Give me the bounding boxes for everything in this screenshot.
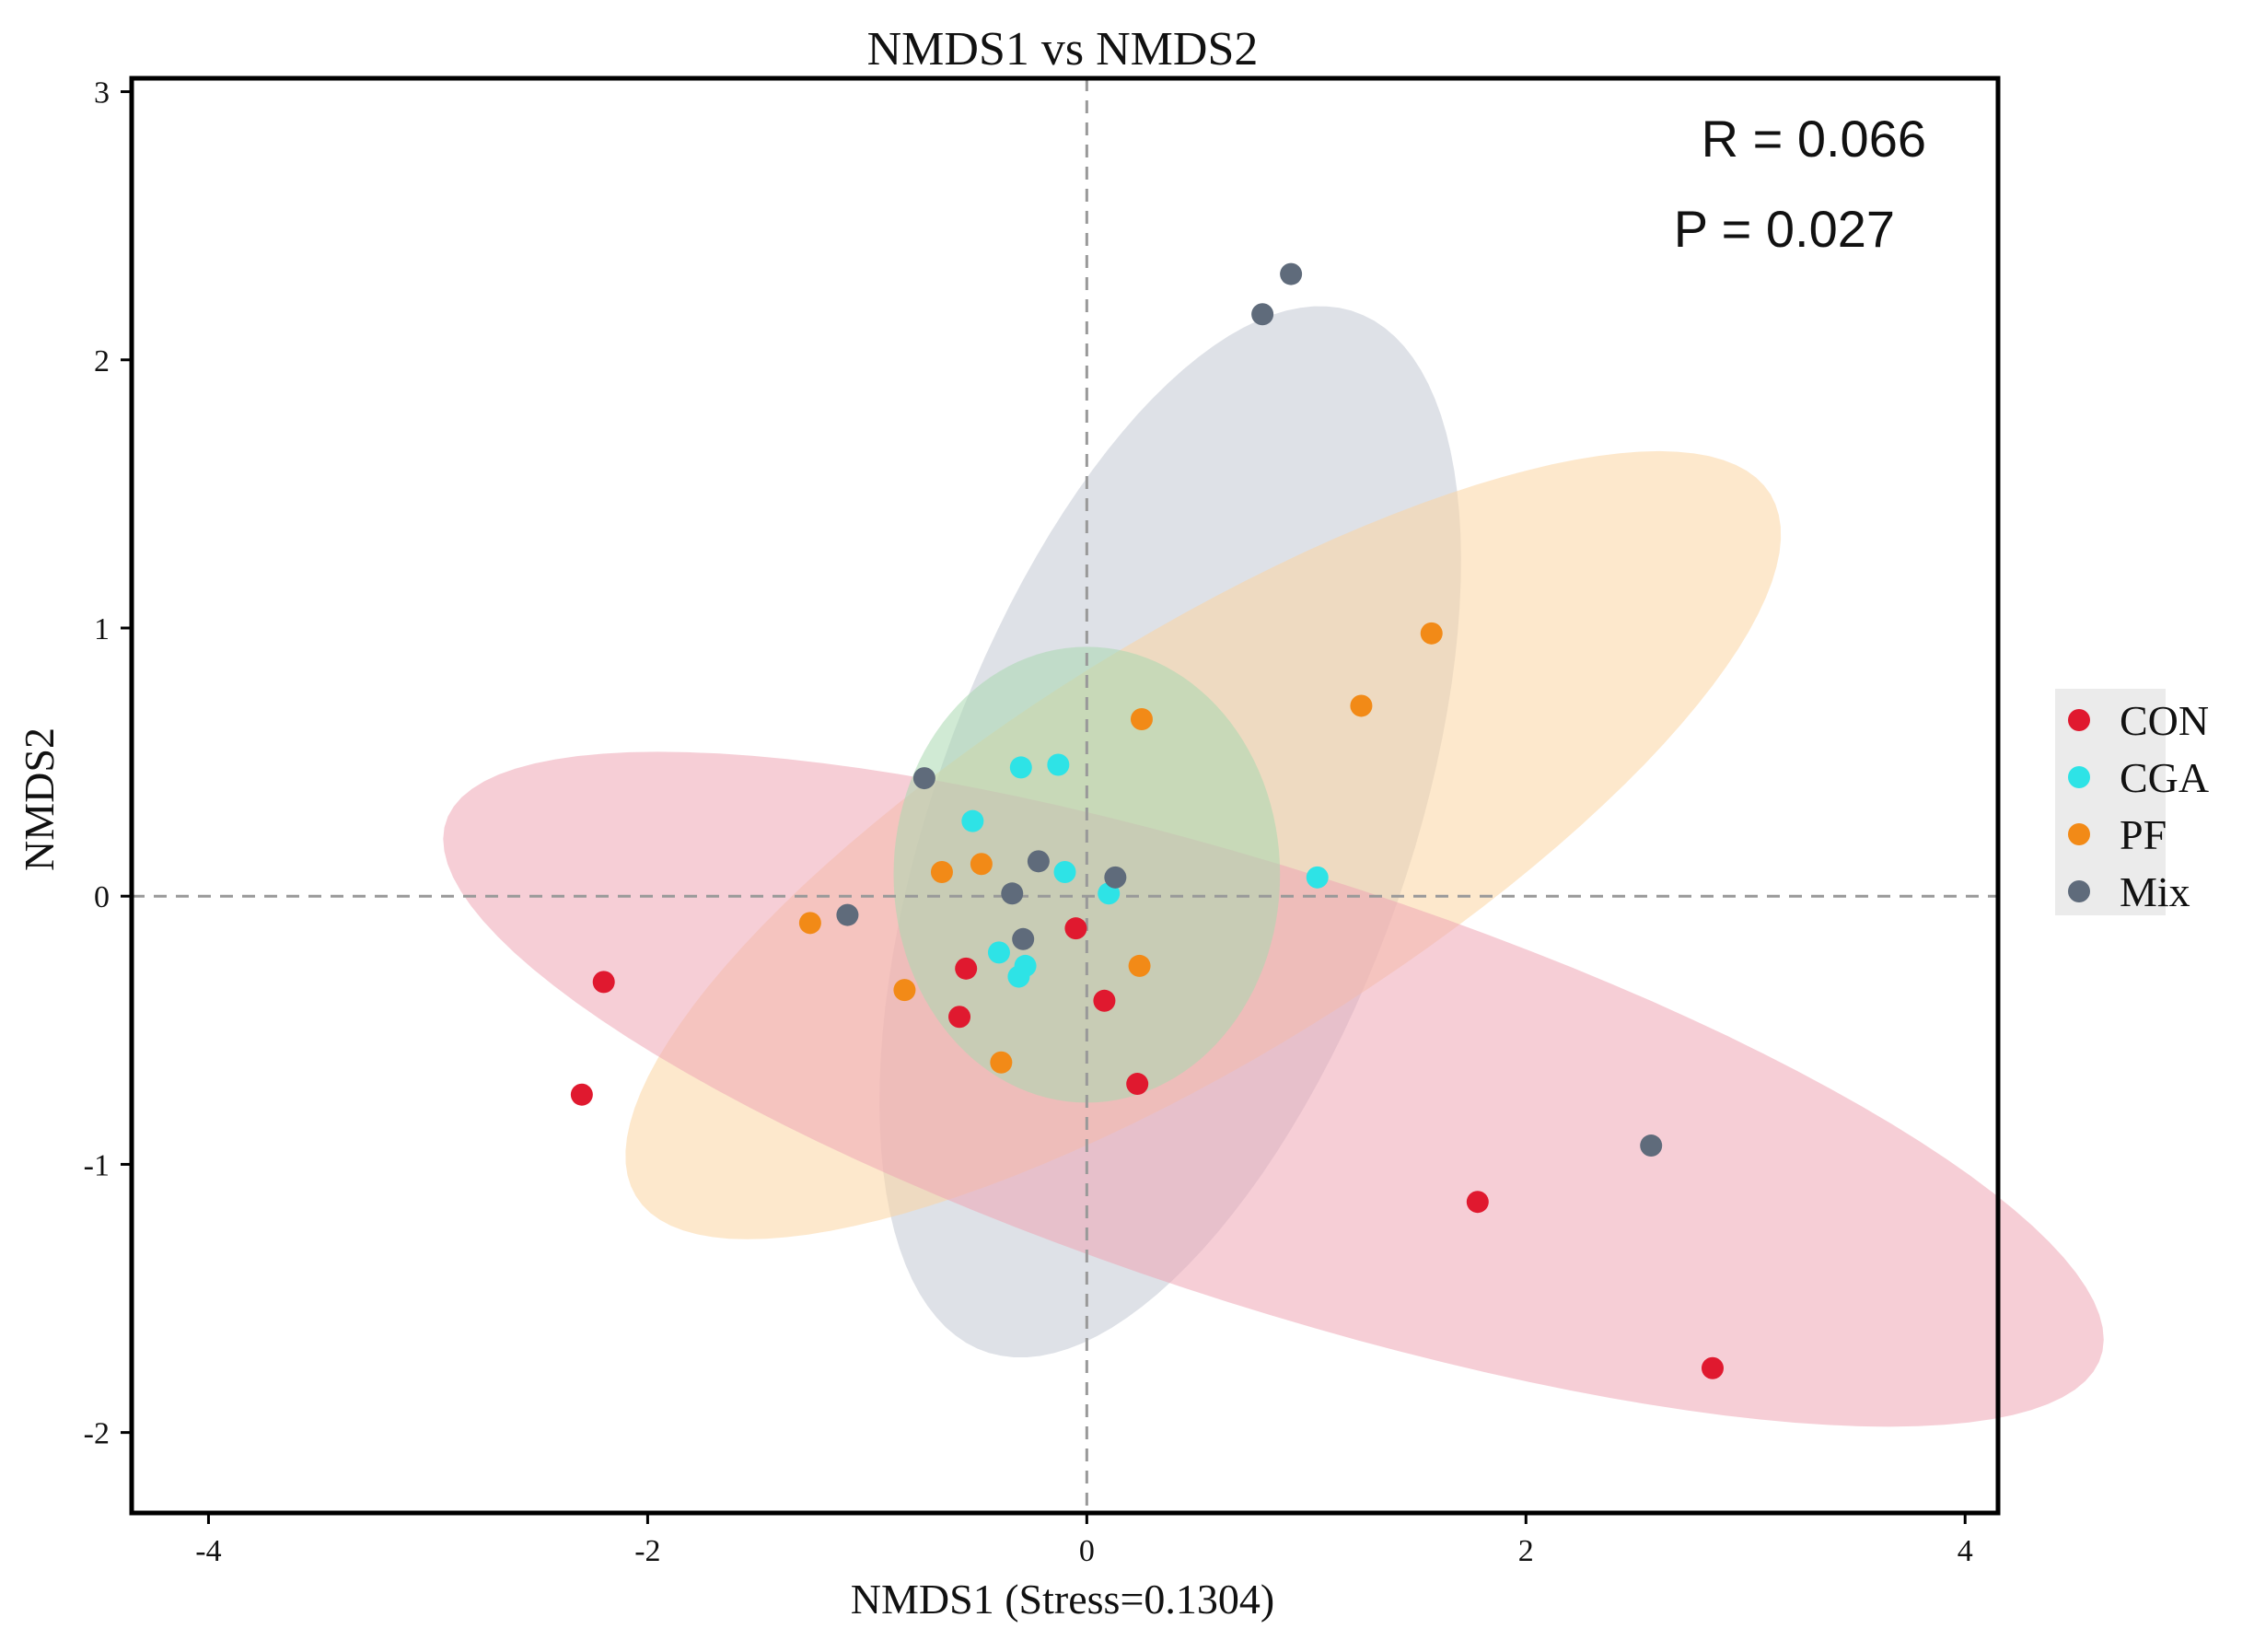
x-tick-label: -2 [634, 1534, 660, 1568]
x-axis-ticks: -4 -2 0 2 4 [195, 1513, 1973, 1568]
point-pf [1420, 622, 1443, 645]
point-con [1126, 1073, 1149, 1096]
legend-label-con: CON [2120, 697, 2209, 744]
point-con [1701, 1356, 1724, 1379]
chart-title: NMDS1 vs NMDS2 [867, 23, 1259, 76]
point-pf [1130, 708, 1153, 731]
point-pf [893, 979, 916, 1002]
legend-label-cga: CGA [2120, 754, 2209, 801]
y-tick-label: -2 [84, 1417, 110, 1451]
point-con [1466, 1191, 1489, 1214]
legend-label-pf: PF [2120, 811, 2167, 858]
r-statistic: R = 0.066 [1702, 110, 1926, 168]
y-tick-label: 2 [94, 344, 110, 378]
point-pf [930, 860, 953, 883]
x-tick-label: -4 [195, 1534, 221, 1568]
point-cga [1053, 860, 1076, 883]
legend-marker-cga [2068, 766, 2090, 788]
point-cga [1047, 753, 1070, 776]
point-cga [1009, 756, 1032, 779]
ellipse-con [443, 751, 2104, 1427]
point-con [570, 1083, 593, 1106]
point-con [955, 957, 978, 980]
point-mix [1001, 882, 1024, 905]
point-pf [1350, 694, 1373, 717]
point-pf [798, 912, 821, 935]
x-tick-label: 0 [1079, 1534, 1095, 1568]
point-mix [1251, 303, 1274, 326]
point-mix [1280, 262, 1303, 285]
point-con [592, 971, 615, 994]
point-cga [1306, 866, 1329, 889]
reference-lines [132, 78, 1998, 1513]
point-cga [961, 809, 984, 832]
legend-marker-con [2068, 709, 2090, 731]
x-tick-label: 2 [1518, 1534, 1534, 1568]
p-statistic: P = 0.027 [1674, 200, 1895, 258]
point-pf [970, 853, 993, 876]
point-con [948, 1006, 971, 1029]
point-cga [1007, 965, 1030, 988]
point-cga [987, 941, 1010, 964]
point-mix [912, 767, 935, 790]
point-pf [1128, 954, 1151, 977]
y-axis-label: NMDS2 [16, 727, 63, 871]
point-con [1064, 917, 1087, 940]
y-tick-label: 0 [94, 880, 110, 914]
point-mix [836, 903, 859, 926]
point-mix [1640, 1134, 1663, 1158]
legend-marker-pf [2068, 823, 2090, 845]
legend: CON CGA PF Mix [2055, 689, 2209, 915]
plot-frame [129, 76, 2001, 1516]
x-axis-label: NMDS1 (Stress=0.1304) [851, 1576, 1274, 1623]
y-tick-label: 3 [94, 76, 110, 111]
legend-marker-mix [2068, 880, 2090, 902]
point-mix [1012, 927, 1035, 950]
legend-label-mix: Mix [2120, 868, 2190, 915]
point-mix [1104, 866, 1127, 889]
x-tick-label: 4 [1958, 1534, 1973, 1568]
point-mix [1027, 850, 1050, 873]
y-tick-label: -1 [84, 1148, 110, 1182]
data-points [570, 262, 1724, 1379]
y-tick-label: 1 [94, 612, 110, 646]
point-con [1093, 989, 1116, 1012]
point-pf [990, 1051, 1013, 1074]
confidence-ellipses [443, 306, 2104, 1427]
y-axis-ticks: -2 -1 0 1 2 3 [84, 76, 132, 1451]
